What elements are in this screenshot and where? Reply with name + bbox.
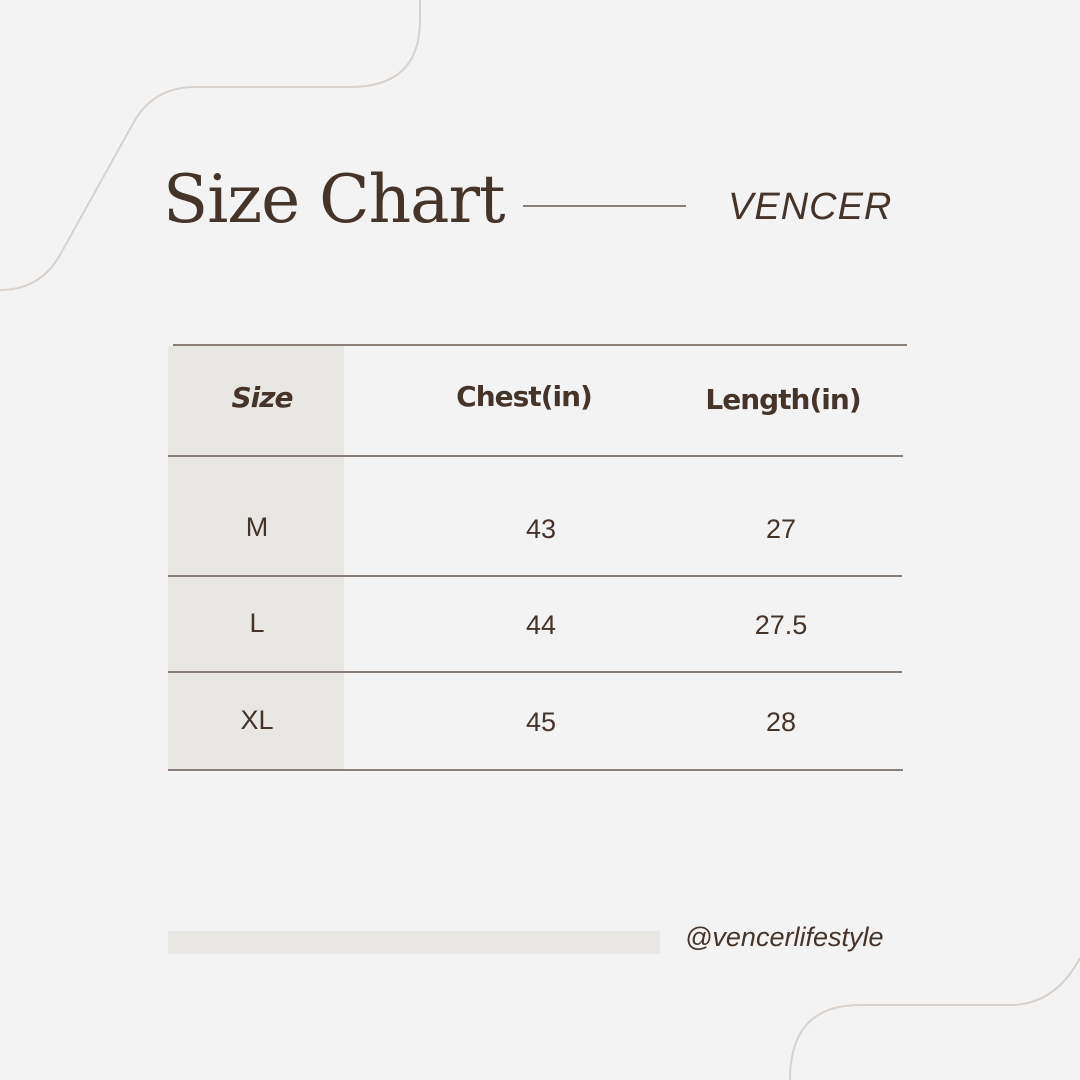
cell-chest: 43: [525, 514, 557, 544]
column-header-length: Length(in): [705, 383, 861, 416]
top-left-curve: [0, 0, 421, 291]
cell-size: M: [245, 512, 269, 542]
table-row-rule: [168, 575, 902, 577]
footer-bar: [168, 931, 660, 954]
table-bottom-rule: [168, 769, 903, 771]
cell-chest: 45: [525, 707, 557, 737]
bottom-right-curve: [789, 957, 1080, 1080]
cell-size: L: [249, 608, 265, 638]
title-divider: [523, 205, 686, 207]
cell-length: 28: [765, 707, 797, 737]
social-handle: @vencerlifestyle: [685, 922, 884, 952]
column-header-size: Size: [231, 381, 293, 414]
page-title: Size Chart: [163, 161, 506, 238]
cell-chest: 44: [525, 610, 557, 640]
table-header-rule: [168, 455, 903, 457]
table-top-rule: [173, 344, 907, 346]
cell-length: 27: [765, 514, 797, 544]
cell-length: 27.5: [754, 610, 808, 640]
table-row-rule: [168, 671, 902, 673]
size-column-background: [168, 346, 344, 770]
cell-size: XL: [240, 705, 274, 735]
column-header-chest: Chest(in): [456, 380, 593, 413]
brand-name: VENCER: [728, 186, 893, 228]
